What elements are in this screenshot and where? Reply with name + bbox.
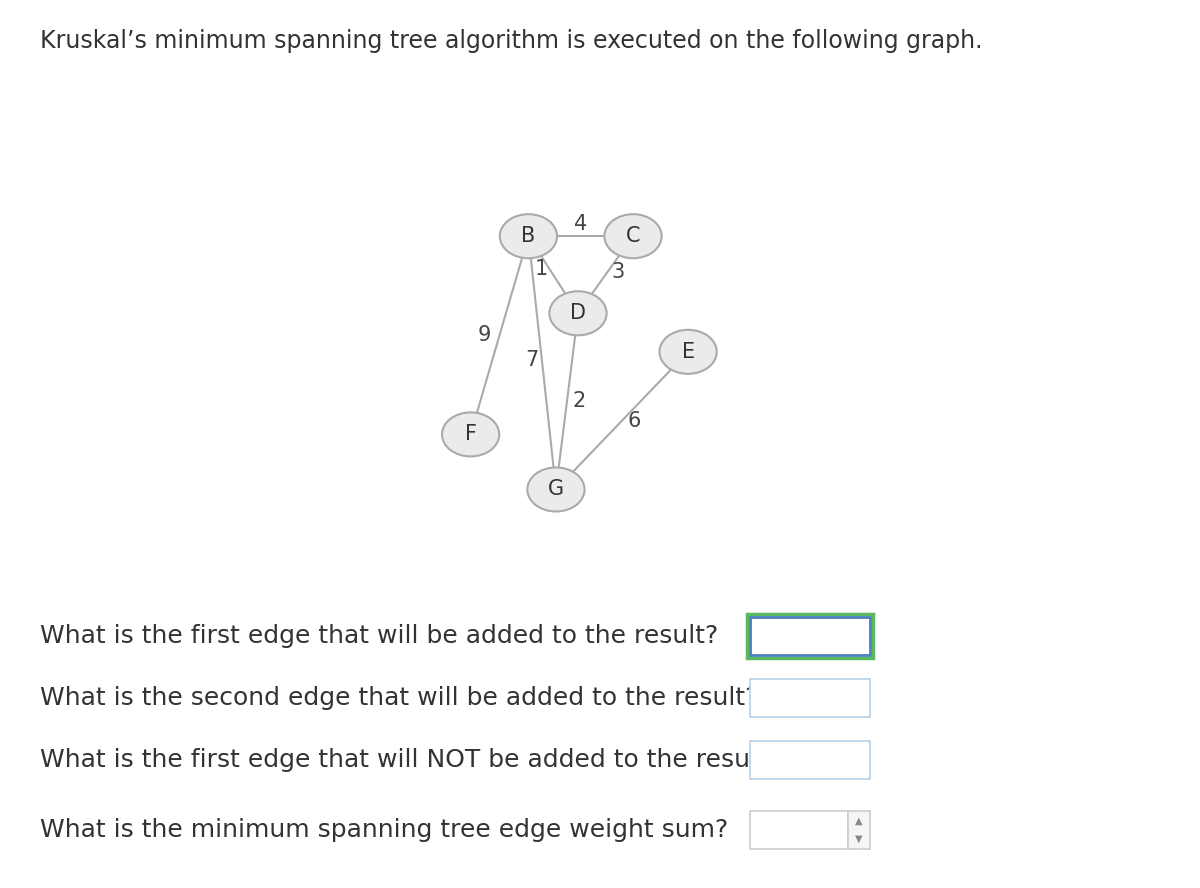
FancyBboxPatch shape bbox=[848, 811, 870, 849]
Text: 2: 2 bbox=[572, 392, 586, 411]
Text: B: B bbox=[521, 226, 535, 246]
FancyBboxPatch shape bbox=[750, 811, 848, 849]
Text: ▲: ▲ bbox=[856, 816, 863, 826]
Text: C: C bbox=[625, 226, 641, 246]
Text: ▼: ▼ bbox=[856, 834, 863, 844]
Text: Kruskal’s minimum spanning tree algorithm is executed on the following graph.: Kruskal’s minimum spanning tree algorith… bbox=[40, 29, 982, 53]
Text: 3: 3 bbox=[611, 262, 624, 282]
FancyBboxPatch shape bbox=[750, 741, 870, 779]
Text: What is the first edge that will be added to the result?: What is the first edge that will be adde… bbox=[40, 624, 719, 648]
FancyBboxPatch shape bbox=[746, 614, 874, 658]
Ellipse shape bbox=[527, 467, 584, 511]
Text: Ex: 1: Ex: 1 bbox=[756, 821, 805, 839]
Ellipse shape bbox=[660, 329, 716, 374]
Text: Ex: YZ: Ex: YZ bbox=[758, 626, 824, 646]
Text: G: G bbox=[548, 480, 564, 499]
Ellipse shape bbox=[442, 412, 499, 456]
Text: 9: 9 bbox=[478, 325, 491, 345]
Ellipse shape bbox=[499, 214, 557, 258]
Text: E: E bbox=[682, 342, 695, 361]
Text: What is the minimum spanning tree edge weight sum?: What is the minimum spanning tree edge w… bbox=[40, 818, 728, 842]
FancyBboxPatch shape bbox=[750, 617, 870, 654]
Text: 6: 6 bbox=[628, 410, 641, 431]
Text: 1: 1 bbox=[534, 259, 547, 279]
Text: 4: 4 bbox=[574, 214, 587, 234]
Ellipse shape bbox=[550, 291, 607, 336]
Text: What is the second edge that will be added to the result?: What is the second edge that will be add… bbox=[40, 686, 758, 710]
Text: F: F bbox=[464, 424, 476, 444]
Ellipse shape bbox=[605, 214, 661, 258]
Text: 7: 7 bbox=[526, 350, 539, 370]
Text: D: D bbox=[570, 304, 586, 323]
FancyBboxPatch shape bbox=[750, 679, 870, 717]
Text: What is the first edge that will NOT be added to the result?: What is the first edge that will NOT be … bbox=[40, 748, 780, 772]
